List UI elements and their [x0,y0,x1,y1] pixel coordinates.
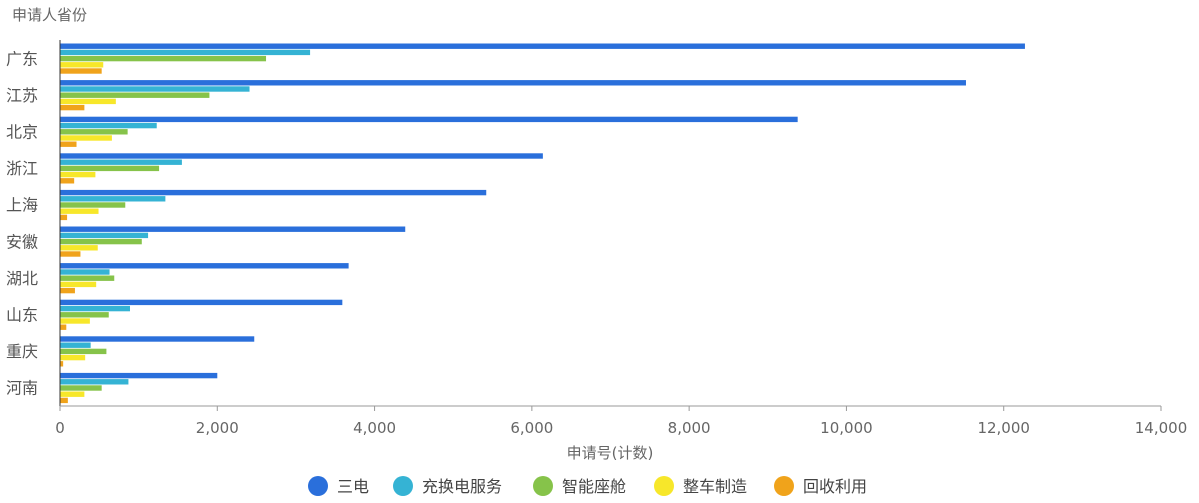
bar-重庆-三电 [60,336,254,341]
x-tick-label: 8,000 [668,419,711,437]
bar-浙江-充换电服务 [60,160,182,165]
legend-label-智能座舱: 智能座舱 [562,477,626,496]
x-tick-label: 10,000 [820,419,873,437]
x-tick-label: 14,000 [1135,419,1188,437]
category-label: 湖北 [6,269,38,288]
bar-广东-三电 [60,44,1025,49]
bar-安徽-整车制造 [60,245,98,250]
bar-河南-智能座舱 [60,385,102,390]
bar-河南-三电 [60,373,217,378]
x-tick-label: 6,000 [510,419,553,437]
bar-湖北-整车制造 [60,282,96,287]
bar-浙江-三电 [60,153,543,158]
bar-广东-智能座舱 [60,56,266,61]
x-tick-label: 0 [55,419,65,437]
bar-浙江-智能座舱 [60,166,159,171]
bar-上海-智能座舱 [60,202,125,207]
bar-山东-三电 [60,300,342,305]
legend-label-整车制造: 整车制造 [683,477,747,496]
bar-安徽-回收利用 [60,251,80,256]
bar-湖北-充换电服务 [60,269,110,274]
legend-marker-充换电服务 [393,476,413,496]
bar-广东-整车制造 [60,62,103,67]
bar-浙江-整车制造 [60,172,95,177]
category-label: 广东 [6,49,38,68]
bar-湖北-智能座舱 [60,276,114,281]
category-label: 上海 [6,196,38,215]
bar-安徽-三电 [60,227,405,232]
bars-layer [60,44,1025,404]
bar-广东-充换电服务 [60,50,310,55]
bar-重庆-智能座舱 [60,349,106,354]
bar-重庆-整车制造 [60,355,85,360]
bar-江苏-整车制造 [60,99,116,104]
bar-浙江-回收利用 [60,178,74,183]
x-tick-label: 12,000 [977,419,1030,437]
legend-marker-整车制造 [654,476,674,496]
bar-山东-回收利用 [60,325,66,330]
legend-label-回收利用: 回收利用 [803,477,867,496]
x-tick-label: 4,000 [353,419,396,437]
bar-江苏-智能座舱 [60,93,209,98]
bar-北京-充换电服务 [60,123,157,128]
bar-北京-智能座舱 [60,129,128,134]
legend-marker-智能座舱 [533,476,553,496]
bar-河南-回收利用 [60,398,68,403]
bar-河南-充换电服务 [60,379,128,384]
bar-山东-充换电服务 [60,306,130,311]
bar-上海-整车制造 [60,209,99,214]
bar-北京-三电 [60,117,798,122]
bar-安徽-充换电服务 [60,233,148,238]
bar-上海-三电 [60,190,486,195]
legend-label-三电: 三电 [337,477,369,496]
category-label: 河南 [6,379,38,398]
legend: 三电 充换电服务 智能座舱 整车制造 回收利用 [308,476,867,496]
y-axis-title: 申请人省份 [12,6,87,24]
bar-山东-智能座舱 [60,312,109,317]
x-axis-title: 申请号(计数) [567,444,654,462]
category-label: 江苏 [6,86,38,105]
bar-山东-整车制造 [60,318,90,323]
bar-广东-回收利用 [60,68,102,73]
bar-江苏-充换电服务 [60,86,250,91]
bar-安徽-智能座舱 [60,239,142,244]
bar-湖北-回收利用 [60,288,75,293]
legend-marker-三电 [308,476,328,496]
category-label: 北京 [6,123,38,142]
bar-湖北-三电 [60,263,349,268]
bar-上海-充换电服务 [60,196,165,201]
category-label: 安徽 [6,232,38,251]
category-label: 重庆 [6,342,38,361]
legend-marker-回收利用 [774,476,794,496]
bar-河南-整车制造 [60,392,84,397]
category-label: 浙江 [6,159,38,178]
category-label: 山东 [6,306,38,325]
bar-北京-整车制造 [60,135,112,140]
bar-上海-回收利用 [60,215,67,220]
bar-重庆-充换电服务 [60,343,91,348]
bar-江苏-三电 [60,80,966,85]
bar-北京-回收利用 [60,142,77,147]
bar-江苏-回收利用 [60,105,84,110]
legend-label-充换电服务: 充换电服务 [422,477,502,496]
x-tick-label: 2,000 [196,419,239,437]
